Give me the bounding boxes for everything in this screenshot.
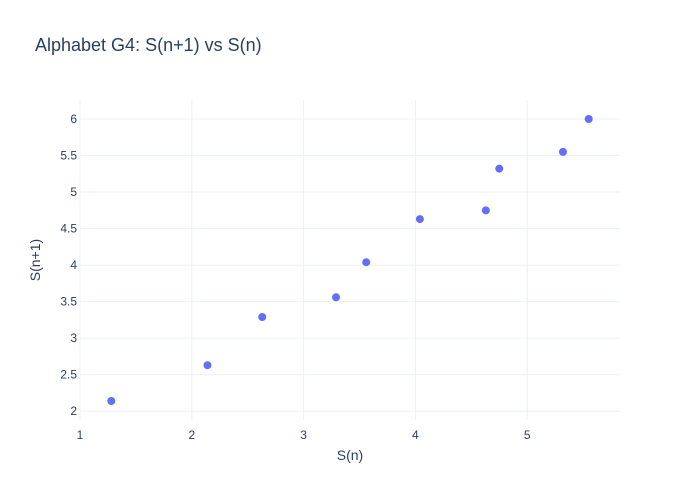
y-tick-label: 6 — [70, 112, 77, 126]
data-point — [558, 147, 567, 156]
x-tick-label: 1 — [77, 428, 84, 442]
y-tick-label: 5.5 — [60, 149, 77, 163]
y-tick-label: 2.5 — [60, 368, 77, 382]
y-tick-label: 4 — [70, 258, 77, 272]
data-points — [107, 114, 593, 406]
grid — [79, 100, 620, 420]
data-point — [332, 293, 341, 302]
data-point — [495, 164, 504, 173]
data-point — [362, 258, 371, 267]
y-tick-label: 5 — [70, 185, 77, 199]
data-point — [203, 361, 212, 370]
y-tick-label: 4.5 — [60, 222, 77, 236]
chart-title: Alphabet G4: S(n+1) vs S(n) — [35, 35, 262, 55]
x-tick-label: 2 — [188, 428, 195, 442]
x-tick-label: 3 — [300, 428, 307, 442]
data-point — [415, 215, 424, 224]
x-tick-label: 5 — [524, 428, 531, 442]
y-tick-label: 2 — [70, 404, 77, 418]
y-tick-label: 3 — [70, 331, 77, 345]
data-point — [584, 114, 593, 123]
data-point — [481, 206, 490, 215]
y-axis-label: S(n+1) — [27, 239, 43, 281]
x-axis-label: S(n) — [337, 447, 363, 463]
data-point — [107, 397, 116, 406]
x-tick-label: 4 — [412, 428, 419, 442]
data-point — [258, 312, 267, 321]
x-ticks: 1 2 3 4 5 — [77, 428, 531, 442]
y-ticks: 2 2.5 3 3.5 4 4.5 5 5.5 6 — [60, 112, 77, 418]
y-tick-label: 3.5 — [60, 295, 77, 309]
